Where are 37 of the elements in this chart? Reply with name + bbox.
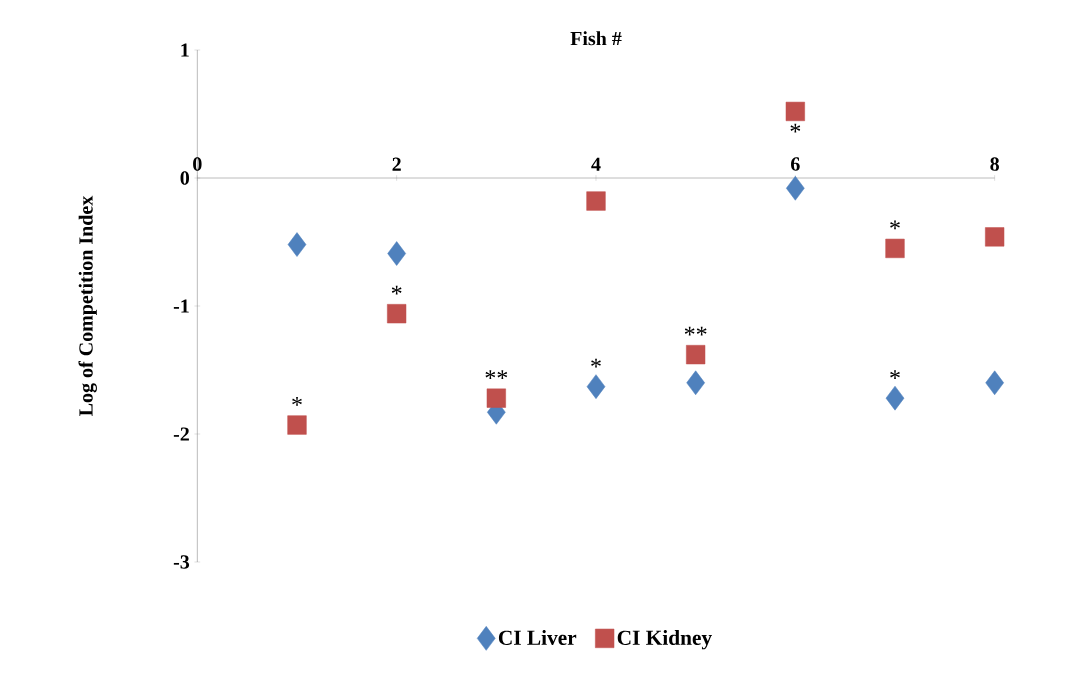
annotation: * bbox=[591, 358, 601, 368]
y-tick-label: -3 bbox=[173, 555, 190, 569]
annotation: * bbox=[790, 123, 801, 133]
point bbox=[985, 370, 1004, 396]
x-tick-label: 4 bbox=[591, 157, 601, 171]
legend-label: CI Liver bbox=[498, 629, 577, 645]
x-tick-label: 8 bbox=[990, 157, 999, 171]
y-tick-label: 0 bbox=[180, 171, 190, 185]
point bbox=[985, 227, 1005, 247]
annotation: * bbox=[890, 220, 900, 230]
point bbox=[387, 304, 407, 324]
y-tick-label: -1 bbox=[173, 299, 189, 313]
legend-label: CI Kidney bbox=[617, 629, 712, 650]
annotation: * bbox=[292, 397, 302, 406]
point bbox=[786, 175, 805, 201]
x-axis-title: Fish # bbox=[570, 31, 622, 46]
y-tick-label: 1 bbox=[181, 43, 189, 57]
annotation: * bbox=[890, 370, 900, 379]
point bbox=[486, 388, 506, 408]
annotation: * bbox=[391, 285, 402, 295]
x-tick-label: 6 bbox=[791, 157, 800, 171]
point bbox=[885, 238, 905, 259]
point bbox=[287, 415, 307, 435]
point bbox=[586, 191, 606, 211]
point bbox=[686, 345, 706, 365]
y-axis-title: Log of Competition Index bbox=[78, 195, 97, 416]
x-tick-label: 0 bbox=[193, 157, 202, 171]
annotation: ** bbox=[485, 370, 508, 379]
y-tick-label: -2 bbox=[173, 427, 189, 441]
point bbox=[785, 101, 805, 122]
x-tick-label: 2 bbox=[392, 157, 401, 171]
point bbox=[287, 232, 307, 257]
point bbox=[387, 241, 406, 266]
point bbox=[586, 374, 606, 399]
point bbox=[885, 385, 905, 411]
point bbox=[686, 370, 705, 396]
annotation: ** bbox=[684, 326, 707, 336]
